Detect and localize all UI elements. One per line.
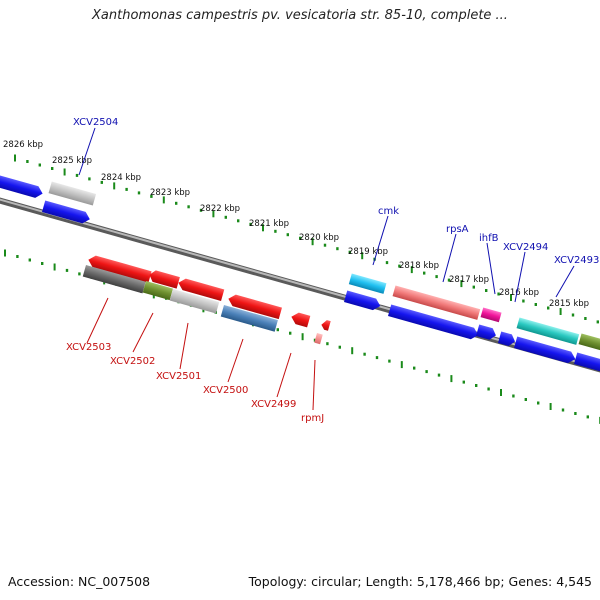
genome-stats-label: Topology: circular; Length: 5,178,466 bp… — [248, 574, 592, 589]
kbp-label: 2816 kbp — [499, 288, 539, 298]
gene-label[interactable]: XCV2501 — [156, 371, 201, 382]
gene-arrow[interactable] — [514, 336, 577, 364]
gene-label[interactable]: ihfB — [479, 233, 499, 244]
gene-label[interactable]: XCV2499 — [251, 399, 296, 410]
gene-arrow-rpmJ[interactable] — [314, 333, 323, 345]
gene-arrow-xcv2499[interactable] — [290, 311, 311, 328]
gene-arrow[interactable] — [148, 269, 180, 289]
gene-arrow-xcv2494[interactable] — [516, 317, 580, 345]
gene-label[interactable]: XCV2500 — [203, 385, 248, 396]
kbp-label: 2826 kbp — [3, 140, 43, 150]
kbp-label: 2820 kbp — [299, 233, 339, 243]
kbp-label: 2819 kbp — [348, 247, 388, 257]
gene-arrow-rpsA[interactable] — [392, 285, 481, 320]
gene-label[interactable]: XCV2494 — [503, 242, 548, 253]
kbp-label: 2815 kbp — [549, 299, 589, 309]
gene-arrow[interactable] — [0, 173, 44, 200]
gene-label[interactable]: rpmJ — [301, 413, 324, 424]
accession-label: Accession: NC_007508 — [8, 574, 151, 589]
gene-arrow-xcv2501[interactable] — [169, 289, 220, 314]
kbp-label: 2825 kbp — [52, 156, 92, 166]
gene-arrow-xcv2502[interactable] — [142, 281, 173, 301]
kbp-label: 2817 kbp — [449, 275, 489, 285]
gene-arrow[interactable] — [320, 319, 331, 331]
gene-arrow[interactable] — [388, 304, 480, 340]
map-title: Xanthomonas campestris pv. vesicatoria s… — [92, 8, 508, 23]
gene-arrow-xcv2504[interactable] — [48, 181, 97, 206]
gene-arrow[interactable] — [87, 254, 152, 283]
gene-arrow[interactable] — [498, 331, 517, 347]
gene-arrow[interactable] — [227, 293, 282, 320]
kbp-label: 2824 kbp — [101, 173, 141, 183]
gene-label[interactable]: XCV2502 — [110, 356, 155, 367]
kbp-label: 2822 kbp — [200, 204, 240, 214]
gene-arrow-cmk[interactable] — [348, 273, 387, 294]
genome-backbone — [0, 197, 600, 373]
kbp-label: 2821 kbp — [249, 219, 289, 229]
gene-arrow[interactable] — [574, 352, 600, 375]
kbp-tick-labels: 2826 kbp 2825 kbp 2824 kbp 2823 kbp 2822… — [3, 140, 589, 309]
gene-labels-reverse: XCV2503 XCV2502 XCV2501 XCV2500 XCV2499 … — [66, 342, 324, 424]
gene-arrow-xcv2503[interactable] — [82, 265, 146, 294]
tick-row-upper — [14, 154, 599, 324]
gene-arrow-xcv2500[interactable] — [220, 305, 278, 332]
gene-label[interactable]: rpsA — [446, 224, 469, 235]
gene-arrow-ihfB[interactable] — [480, 307, 502, 323]
gene-label[interactable]: XCV2493 — [554, 255, 599, 266]
reverse-strand-genes — [82, 254, 331, 345]
kbp-label: 2818 kbp — [399, 261, 439, 271]
gene-arrow[interactable] — [476, 324, 498, 341]
kbp-label: 2823 kbp — [150, 188, 190, 198]
forward-strand-genes — [0, 173, 600, 375]
gene-label[interactable]: XCV2503 — [66, 342, 111, 353]
gene-label[interactable]: cmk — [378, 206, 399, 217]
gene-label[interactable]: XCV2504 — [73, 117, 118, 128]
gene-arrow[interactable] — [42, 200, 91, 225]
gene-arrow[interactable] — [177, 277, 225, 301]
gene-arrow[interactable] — [344, 290, 382, 311]
label-leader-lines — [78, 127, 575, 411]
gene-arrow-xcv2493[interactable] — [578, 333, 600, 355]
gene-labels-forward: XCV2504 cmk rpsA ihfB XCV2494 XCV2493 — [73, 117, 599, 266]
